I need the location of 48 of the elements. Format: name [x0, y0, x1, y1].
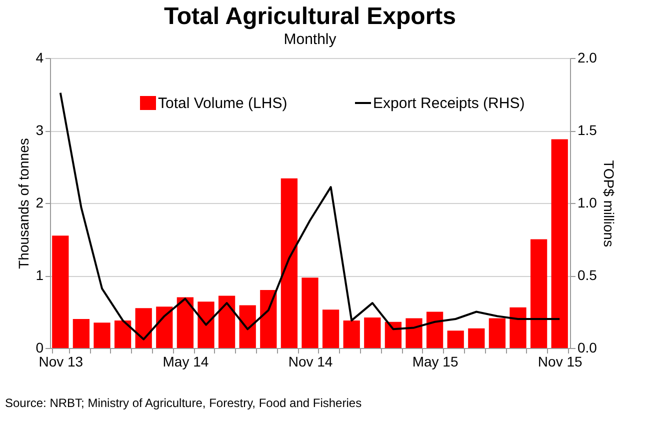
y-tick-label: 2 — [36, 194, 44, 210]
bar — [530, 239, 548, 348]
bar — [135, 308, 152, 348]
chart-title: Total Agricultural Exports — [164, 3, 456, 30]
y-tick-label: 1 — [36, 267, 44, 283]
bar — [52, 236, 69, 348]
y-tick-label: 4 — [36, 50, 44, 66]
y2-tick-label: 2.0 — [578, 50, 598, 66]
bar — [72, 319, 90, 348]
legend-label: Export Receipts (RHS) — [373, 95, 525, 112]
bar — [447, 330, 464, 348]
bar — [551, 139, 568, 348]
bar — [426, 312, 444, 348]
source-note: Source: NRBT; Ministry of Agriculture, Forestry, Food and Fisheries — [5, 396, 362, 410]
bar — [218, 296, 236, 348]
y2-tick-label: 0.0 — [578, 340, 598, 356]
bar — [198, 302, 214, 348]
bar — [114, 320, 132, 348]
x-tick-label: May 14 — [162, 354, 209, 370]
y2-axis-title: TOP$ millions — [600, 160, 617, 247]
bar — [384, 322, 402, 348]
bar — [260, 290, 277, 348]
y2-tick-label: 1.0 — [578, 194, 598, 210]
y2-tick-label: 0.5 — [578, 267, 598, 283]
bar — [322, 310, 340, 348]
bar — [94, 322, 110, 348]
x-tick-label: Nov 14 — [288, 354, 333, 370]
x-tick-label: Nov 15 — [538, 354, 582, 370]
bar — [488, 318, 506, 348]
y-tick-label: 3 — [36, 122, 44, 138]
bar — [510, 307, 526, 348]
chart-subtitle: Monthly — [284, 31, 337, 48]
bar — [239, 305, 256, 348]
bar — [364, 318, 381, 348]
bar — [156, 306, 173, 348]
y-axis-title: Thousands of tonnes — [16, 138, 32, 269]
line-series — [59, 92, 561, 340]
x-tick-label: May 15 — [412, 354, 458, 370]
y-tick-label: 0 — [36, 340, 44, 356]
y2-tick-label: 1.5 — [578, 122, 598, 138]
bar — [406, 318, 422, 348]
bar — [343, 320, 360, 348]
x-tick-label: Nov 13 — [38, 354, 84, 370]
legend-label: Total Volume (LHS) — [158, 95, 288, 112]
bar — [176, 297, 194, 348]
bar — [468, 328, 485, 348]
bar — [302, 278, 318, 348]
bar — [280, 178, 298, 348]
